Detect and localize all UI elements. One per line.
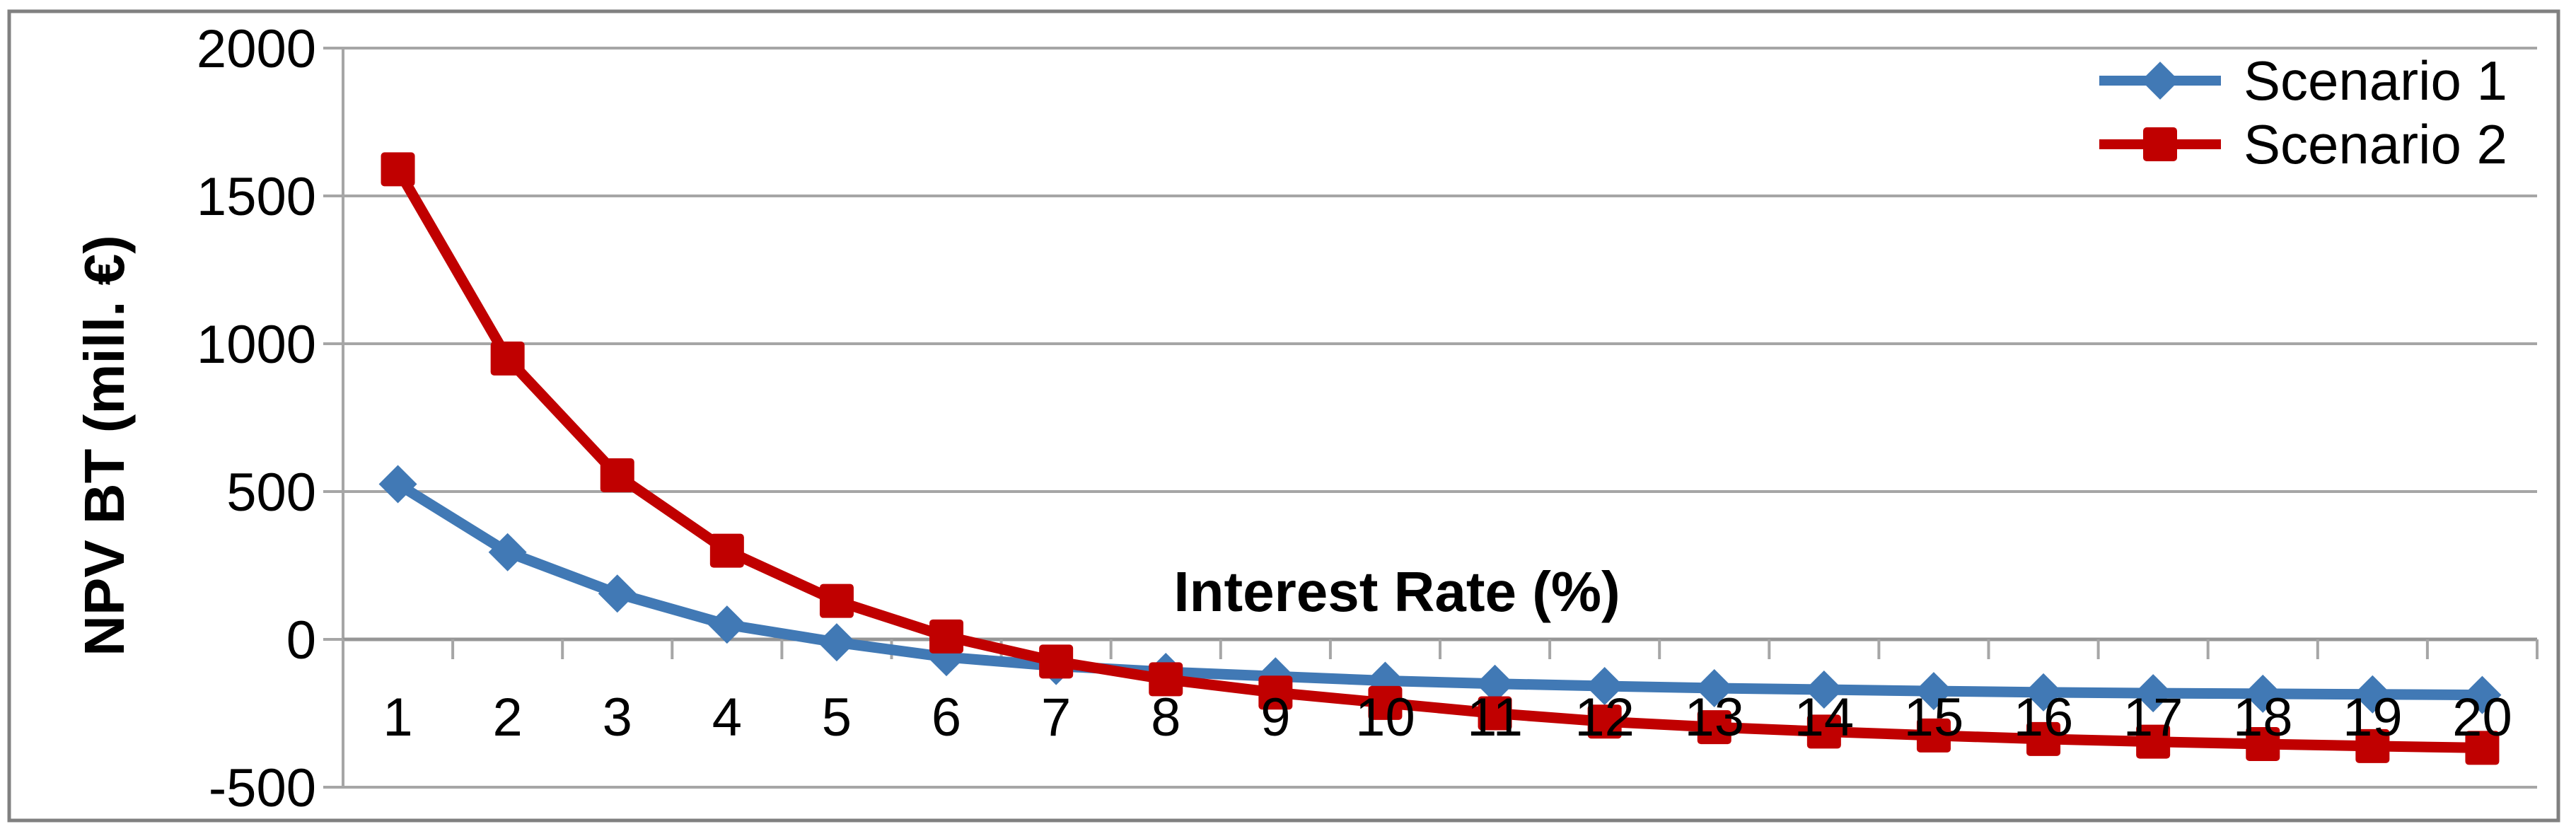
x-tick-label: 2 bbox=[493, 687, 523, 748]
x-tick-label: 13 bbox=[1684, 687, 1744, 748]
data-point-marker-diamond bbox=[1475, 664, 1514, 703]
x-tick-label: 16 bbox=[2014, 687, 2074, 748]
y-tick-label: 1000 bbox=[197, 315, 316, 375]
data-point-marker-diamond bbox=[2353, 675, 2392, 714]
x-tick-label: 7 bbox=[1041, 687, 1071, 748]
x-tick-label: 8 bbox=[1151, 687, 1180, 748]
y-tick-label: 2000 bbox=[197, 19, 316, 79]
x-tick-label: 5 bbox=[822, 687, 852, 748]
legend-item-scenario-1[interactable]: Scenario 1 bbox=[2099, 50, 2507, 112]
data-point-marker-square bbox=[1039, 644, 1074, 679]
data-point-marker-diamond bbox=[378, 465, 417, 504]
x-axis-title: Interest Rate (%) bbox=[1173, 560, 1620, 623]
data-point-marker-square bbox=[1478, 696, 1512, 731]
data-point-marker-square bbox=[929, 619, 964, 654]
data-point-marker-diamond bbox=[2134, 674, 2173, 713]
x-tick-label: 1 bbox=[383, 687, 412, 748]
x-tick-label: 15 bbox=[1904, 687, 1964, 748]
series-line-scenario-2 bbox=[393, 163, 2488, 753]
x-tick-label: 4 bbox=[712, 687, 742, 748]
x-tick-label: 9 bbox=[1260, 687, 1290, 748]
x-tick-label: 19 bbox=[2343, 687, 2403, 748]
legend: Scenario 1 Scenario 2 bbox=[2099, 50, 2507, 175]
data-point-marker-diamond bbox=[1914, 672, 1953, 711]
data-point-marker-diamond bbox=[2463, 675, 2502, 714]
x-tick-label: 12 bbox=[1574, 687, 1635, 748]
data-point-marker-diamond bbox=[598, 574, 637, 613]
data-point-marker-square bbox=[1587, 704, 1622, 739]
chart-border bbox=[7, 9, 2560, 823]
data-point-marker-square bbox=[709, 533, 744, 568]
y-axis-title: NPV BT (mill. €) bbox=[73, 235, 136, 656]
data-point-marker-square bbox=[381, 152, 415, 187]
data-point-marker-diamond bbox=[707, 605, 746, 644]
data-point-marker-square bbox=[490, 341, 525, 376]
data-point-marker-square bbox=[2465, 731, 2500, 765]
x-tick-label: 20 bbox=[2452, 687, 2512, 748]
y-tick-label: 0 bbox=[286, 610, 316, 670]
data-point-marker-diamond bbox=[1585, 667, 1624, 706]
data-point-marker-square bbox=[1806, 714, 1841, 749]
plot-area: 1 2 3 4 5 6 7 8 9 10 11 12 13 14 15 16 17 18 19 20200015001… bbox=[197, 19, 2539, 818]
y-tick-label: -500 bbox=[209, 758, 316, 818]
data-point-marker-diamond bbox=[2244, 674, 2282, 713]
data-point-marker-square bbox=[819, 584, 854, 618]
data-point-marker-square bbox=[1149, 662, 1183, 697]
data-point-marker-square bbox=[1258, 675, 1293, 710]
x-tick-label: 10 bbox=[1355, 687, 1415, 748]
data-point-marker-square bbox=[2246, 726, 2280, 761]
legend-item-scenario-2[interactable]: Scenario 2 bbox=[2099, 113, 2507, 175]
data-point-marker-square bbox=[1368, 685, 1403, 720]
x-tick-label: 14 bbox=[1794, 687, 1855, 748]
data-point-marker-diamond bbox=[1695, 668, 1734, 707]
x-tick-label: 17 bbox=[2123, 687, 2183, 748]
data-point-marker-square bbox=[2355, 728, 2390, 763]
x-tick-label: 6 bbox=[932, 687, 961, 748]
data-point-marker-diamond bbox=[2024, 673, 2063, 712]
data-point-marker-square bbox=[1697, 710, 1731, 745]
y-tick-label: 500 bbox=[226, 463, 316, 523]
x-tick-label: 18 bbox=[2233, 687, 2293, 748]
data-point-marker-diamond bbox=[1804, 670, 1843, 709]
data-point-marker-square bbox=[600, 458, 634, 493]
data-point-marker-square bbox=[2136, 724, 2171, 759]
data-point-marker-square bbox=[2026, 721, 2061, 756]
data-point-marker-square bbox=[1916, 718, 1951, 753]
data-point-marker-diamond bbox=[817, 623, 856, 662]
x-tick-label: 3 bbox=[603, 687, 632, 748]
legend-square-marker-icon bbox=[2143, 127, 2177, 161]
x-tick-label: 11 bbox=[1467, 687, 1523, 748]
y-tick-label: 1500 bbox=[197, 167, 316, 227]
legend-label-scenario-1: Scenario 1 bbox=[2244, 50, 2507, 112]
legend-label-scenario-2: Scenario 2 bbox=[2244, 113, 2507, 175]
data-point-marker-diamond bbox=[488, 533, 527, 571]
